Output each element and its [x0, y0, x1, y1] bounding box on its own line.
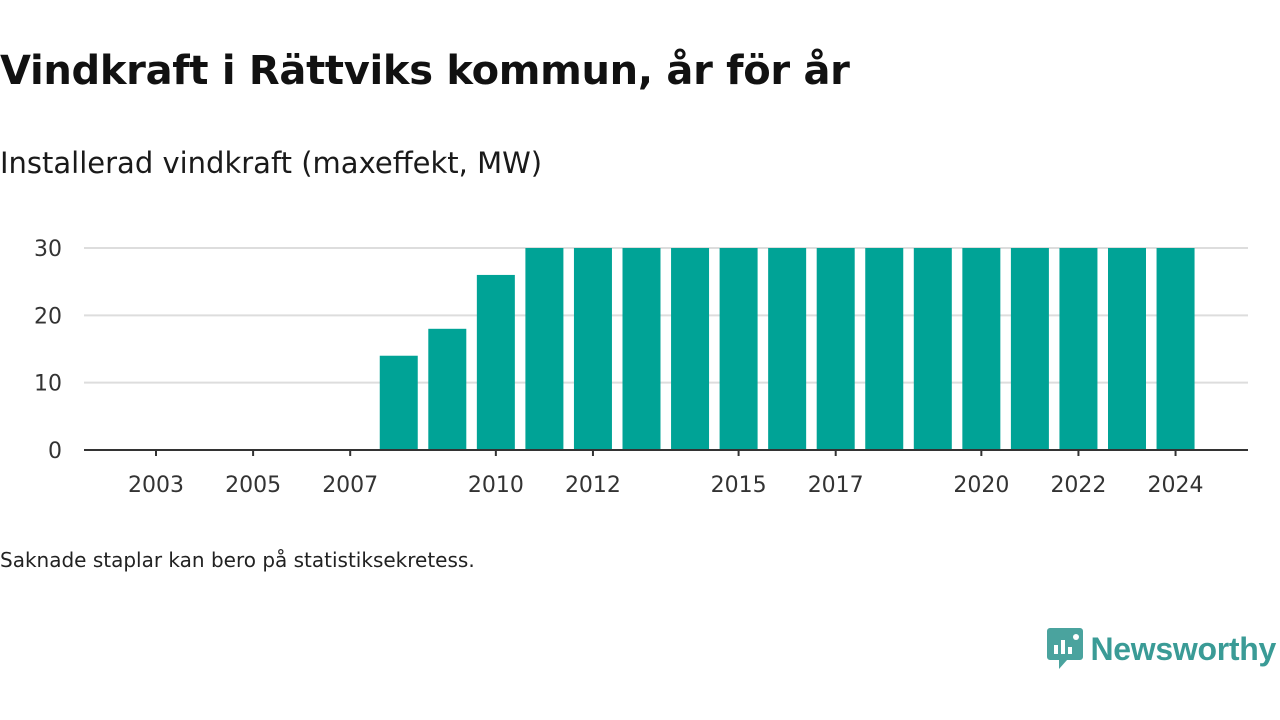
bar-2018 — [865, 248, 904, 450]
bar-2013 — [622, 248, 661, 450]
x-tick-label: 2015 — [711, 473, 767, 498]
brand-logo[interactable]: Newsworthy — [1046, 628, 1277, 670]
x-tick-label: 2020 — [953, 473, 1009, 498]
bar-2021 — [1010, 248, 1049, 450]
bar-2014 — [671, 248, 710, 450]
gridlines — [84, 247, 1248, 384]
newsworthy-icon — [1046, 628, 1083, 669]
x-tick-label: 2024 — [1148, 473, 1204, 498]
x-tick-label: 2007 — [322, 473, 378, 498]
x-tick-label: 2012 — [565, 473, 621, 498]
bar-2011 — [525, 248, 564, 450]
bar-2008 — [379, 355, 418, 450]
bar-2015 — [719, 248, 758, 450]
x-tick-label: 2005 — [225, 473, 281, 498]
x-tick-label: 2003 — [128, 473, 184, 498]
bar-2016 — [768, 248, 807, 450]
y-tick-label: 0 — [48, 439, 62, 464]
bar-2022 — [1059, 248, 1098, 450]
bar-2010 — [476, 274, 515, 450]
y-tick-label: 10 — [34, 372, 62, 397]
bar-chart: 0 10 20 30 2003 2005 2007 2010 2012 2015 2017 2020… — [34, 237, 1248, 498]
y-tick-labels: 0 10 20 30 — [34, 237, 62, 464]
y-tick-label: 30 — [34, 237, 62, 262]
bar-2019 — [913, 248, 952, 450]
brand-name: Newsworthy — [1090, 630, 1277, 667]
bar-2009 — [428, 328, 467, 450]
bar-2023 — [1108, 248, 1146, 450]
x-tick-label: 2017 — [808, 473, 864, 498]
bar-2024 — [1156, 248, 1195, 450]
bar-2017 — [816, 248, 855, 450]
footnote: Saknade staplar kan bero på statistiksek… — [0, 548, 475, 572]
chart-title: Vindkraft i Rättviks kommun, år för år — [0, 48, 850, 94]
y-tick-label: 20 — [34, 304, 62, 329]
bar-2012 — [573, 248, 612, 450]
x-tick-label: 2010 — [468, 473, 524, 498]
x-tick-label: 2022 — [1050, 473, 1106, 498]
bars — [379, 248, 1195, 450]
chart-subtitle: Installerad vindkraft (maxeffekt, MW) — [0, 146, 543, 180]
x-tick-labels: 2003 2005 2007 2010 2012 2015 2017 2020 2022 2024 — [128, 450, 1204, 498]
bar-2020 — [962, 248, 1001, 450]
